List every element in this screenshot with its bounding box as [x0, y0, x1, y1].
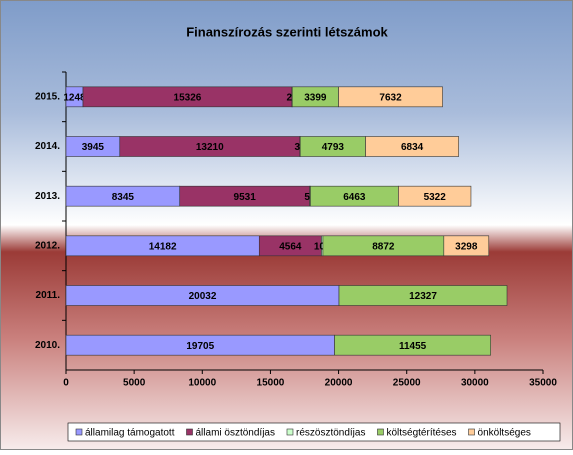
x-tick-label: 20000 [325, 378, 353, 389]
legend-label: államilag támogatott [85, 428, 175, 439]
x-tick-label: 15000 [257, 378, 285, 389]
data-label: 15326 [174, 92, 202, 103]
x-tick-label: 30000 [461, 378, 489, 389]
legend-label: költségtérítéses [386, 428, 456, 439]
data-label: 7632 [379, 92, 402, 103]
y-tick-label: 2011. [36, 290, 61, 301]
data-label: 12327 [409, 291, 437, 302]
data-label: 3298 [455, 241, 478, 252]
x-tick-label: 35000 [529, 378, 557, 389]
chart-title: Finanszírozás szerinti létszámok [186, 24, 388, 39]
data-label: 11455 [399, 341, 427, 352]
x-tick-label: 0 [63, 378, 69, 389]
data-label: 8872 [372, 241, 395, 252]
x-tick-label: 25000 [393, 378, 421, 389]
data-label: 9531 [234, 192, 257, 203]
y-tick-label: 2015. [35, 91, 60, 102]
legend-label: önköltséges [478, 428, 531, 439]
data-label: 13210 [196, 142, 224, 153]
y-tick-label: 2014. [35, 141, 60, 152]
data-label: 19705 [186, 341, 214, 352]
data-label: 1248 [63, 92, 86, 103]
data-label: 4793 [322, 142, 345, 153]
x-tick-label: 10000 [188, 378, 216, 389]
legend-swatch [187, 429, 193, 435]
legend-swatch [469, 429, 475, 435]
data-label: 8345 [112, 192, 135, 203]
data-label: 20032 [189, 291, 217, 302]
y-tick-label: 2013. [35, 191, 60, 202]
y-tick-label: 2010. [35, 340, 60, 351]
legend-label: részösztöndíjas [296, 428, 365, 439]
legend-swatch [287, 429, 293, 435]
y-tick-label: 2012. [35, 240, 60, 251]
data-label: 6463 [343, 192, 366, 203]
legend-swatch [76, 429, 82, 435]
data-label: 14182 [149, 241, 177, 252]
data-label: 5322 [424, 192, 447, 203]
legend-swatch [377, 429, 383, 435]
data-label: 3399 [304, 92, 327, 103]
data-label: 4564 [279, 241, 302, 252]
data-label: 3945 [82, 142, 105, 153]
x-tick-label: 5000 [123, 378, 146, 389]
legend-label: állami ösztöndíjas [196, 428, 275, 439]
data-label: 6834 [401, 142, 424, 153]
